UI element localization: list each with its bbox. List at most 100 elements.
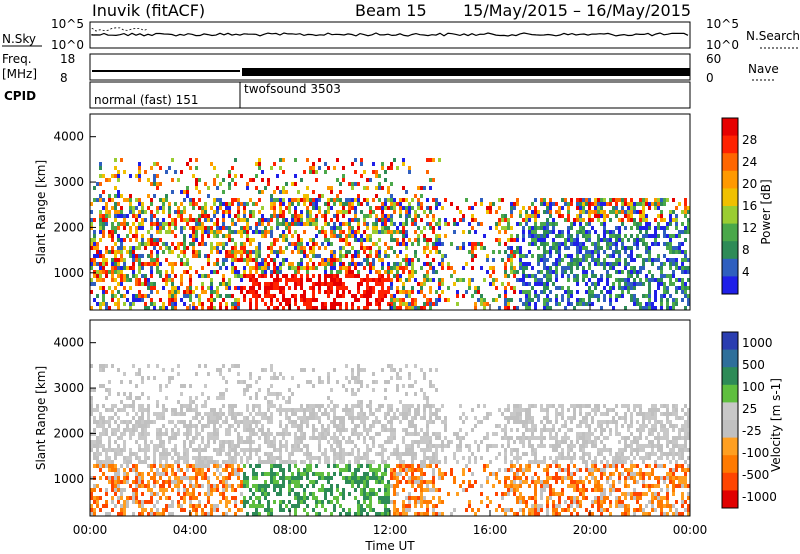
heatmap-cell (180, 242, 183, 246)
nsearch-label: N.Search (746, 29, 800, 43)
heatmap-cell (144, 432, 147, 436)
heatmap-cell (435, 242, 438, 246)
heatmap-cell (282, 290, 285, 294)
heatmap-cell (411, 420, 414, 424)
heatmap-cell (543, 290, 546, 294)
heatmap-cell (633, 206, 636, 210)
heatmap-cell (234, 258, 237, 262)
heatmap-cell (171, 270, 174, 274)
heatmap-cell (411, 302, 414, 306)
heatmap-cell (339, 448, 342, 452)
heatmap-cell (183, 262, 186, 266)
heatmap-cell (156, 206, 159, 210)
heatmap-cell (612, 198, 615, 202)
heatmap-cell (126, 476, 129, 480)
heatmap-cell (618, 270, 621, 274)
heatmap-cell (171, 190, 174, 194)
heatmap-cell (594, 246, 597, 250)
heatmap-cell (240, 274, 243, 278)
heatmap-cell (360, 246, 363, 250)
heatmap-cell (156, 162, 159, 166)
heatmap-cell (372, 440, 375, 444)
heatmap-cell (387, 262, 390, 266)
heatmap-cell (279, 392, 282, 396)
heatmap-cell (345, 270, 348, 274)
heatmap-cell (336, 424, 339, 428)
heatmap-cell (90, 432, 93, 436)
heatmap-cell (309, 246, 312, 250)
heatmap-cell (627, 286, 630, 290)
heatmap-cell (306, 222, 309, 226)
heatmap-cell (318, 194, 321, 198)
heatmap-cell (567, 238, 570, 242)
heatmap-cell (546, 306, 549, 310)
heatmap-cell (291, 460, 294, 464)
heatmap-cell (603, 234, 606, 238)
heatmap-cell (279, 452, 282, 456)
heatmap-cell (624, 258, 627, 262)
heatmap-cell (651, 278, 654, 282)
heatmap-cell (285, 400, 288, 404)
heatmap-cell (369, 500, 372, 504)
heatmap-cell (372, 286, 375, 290)
heatmap-cell (273, 210, 276, 214)
heatmap-cell (249, 372, 252, 376)
heatmap-cell (534, 278, 537, 282)
heatmap-cell (282, 222, 285, 226)
heatmap-cell (225, 500, 228, 504)
heatmap-cell (270, 206, 273, 210)
heatmap-cell (186, 270, 189, 274)
heatmap-cell (387, 302, 390, 306)
heatmap-cell (369, 424, 372, 428)
heatmap-cell (345, 376, 348, 380)
heatmap-cell (285, 206, 288, 210)
heatmap-cell (117, 392, 120, 396)
heatmap-cell (399, 290, 402, 294)
heatmap-cell (672, 274, 675, 278)
heatmap-cell (90, 222, 93, 226)
heatmap-cell (135, 218, 138, 222)
heatmap-cell (297, 266, 300, 270)
heatmap-cell (264, 452, 267, 456)
heatmap-cell (273, 198, 276, 202)
heatmap-cell (294, 412, 297, 416)
heatmap-cell (405, 246, 408, 250)
heatmap-cell (246, 254, 249, 258)
heatmap-cell (306, 420, 309, 424)
heatmap-cell (357, 298, 360, 302)
heatmap-cell (648, 306, 651, 310)
heatmap-cell (102, 278, 105, 282)
heatmap-cell (660, 214, 663, 218)
heatmap-cell (138, 174, 141, 178)
heatmap-cell (252, 476, 255, 480)
heatmap-cell (366, 484, 369, 488)
heatmap-cell (279, 266, 282, 270)
heatmap-cell (381, 286, 384, 290)
heatmap-cell (108, 420, 111, 424)
heatmap-cell (231, 404, 234, 408)
heatmap-cell (507, 238, 510, 242)
heatmap-cell (363, 294, 366, 298)
heatmap-cell (408, 238, 411, 242)
heatmap-cell (417, 306, 420, 310)
heatmap-cell (303, 194, 306, 198)
heatmap-cell (234, 404, 237, 408)
heatmap-cell (576, 298, 579, 302)
heatmap-cell (219, 242, 222, 246)
heatmap-cell (105, 396, 108, 400)
heatmap-cell (639, 306, 642, 310)
heatmap-cell (306, 496, 309, 500)
heatmap-cell (351, 294, 354, 298)
heatmap-cell (543, 230, 546, 234)
heatmap-cell (126, 222, 129, 226)
heatmap-cell (120, 452, 123, 456)
heatmap-cell (165, 274, 168, 278)
heatmap-cell (318, 274, 321, 278)
heatmap-cell (306, 278, 309, 282)
heatmap-cell (228, 282, 231, 286)
heatmap-cell (639, 270, 642, 274)
heatmap-cell (357, 504, 360, 508)
heatmap-cell (174, 436, 177, 440)
heatmap-cell (264, 480, 267, 484)
heatmap-cell (585, 222, 588, 226)
